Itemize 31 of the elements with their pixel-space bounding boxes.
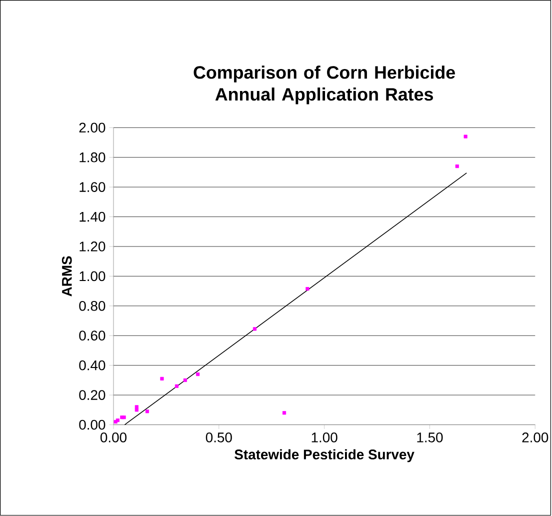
y-tick-label: 1.00 — [80, 271, 106, 282]
y-axis-title: ARMS — [62, 256, 72, 297]
point — [252, 327, 257, 331]
y-tick-label: 2.00 — [79, 122, 106, 133]
point — [306, 287, 310, 291]
x-tick-label: 1.00 — [312, 432, 338, 443]
x-tick-label: 2.00 — [522, 432, 548, 443]
y-tick-label: 1.80 — [80, 152, 106, 162]
point — [145, 410, 150, 414]
point — [196, 372, 200, 376]
x-tick-label: 0.50 — [206, 432, 232, 443]
y-tick-label: 1.20 — [80, 242, 106, 252]
y-tick-label: 1.40 — [80, 212, 106, 222]
point — [134, 408, 138, 412]
y-tick-label: 0.00 — [79, 420, 106, 430]
y-tick-label: 1.60 — [80, 182, 106, 192]
x-tick-label: 1.50 — [417, 432, 443, 443]
point — [455, 164, 459, 168]
y-tick-label: 0.40 — [79, 360, 106, 370]
chart-title: Comparison of Corn Herbicide Annual Application Rates — [194, 66, 455, 104]
point — [174, 384, 179, 388]
x-axis-title: Statewide Pesticide Survey — [234, 449, 414, 462]
y-tick-label: 0.20 — [79, 390, 106, 400]
point — [116, 418, 120, 422]
point — [282, 411, 286, 415]
y-tick-label: 0.60 — [79, 330, 106, 341]
point — [464, 134, 468, 139]
y-tick-label: 0.80 — [79, 301, 106, 312]
point — [160, 377, 164, 381]
x-tick-label: 0.00 — [100, 432, 127, 443]
point — [183, 378, 187, 382]
